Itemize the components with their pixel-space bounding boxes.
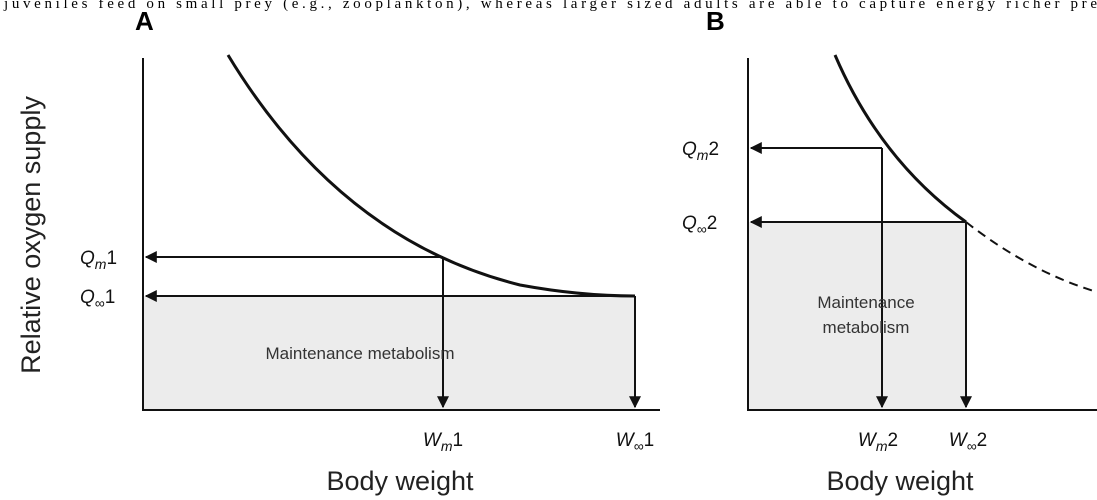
axes <box>747 58 1097 411</box>
curve <box>226 54 636 298</box>
curve-extension <box>965 221 1097 293</box>
w-label: W∞2 <box>949 430 988 454</box>
axes <box>142 58 660 411</box>
annotation: Maintenance <box>817 293 914 312</box>
curve <box>833 54 967 224</box>
q-label: Qm1 <box>80 248 117 272</box>
panel-label: A <box>135 6 154 36</box>
caption-fragment: juveniles feed on small prey (e.g., zoop… <box>3 0 1097 12</box>
annotation: metabolism <box>823 318 910 337</box>
panel-label: B <box>706 6 725 36</box>
shaded-area <box>749 222 966 410</box>
shaded-area <box>144 296 635 410</box>
q-label: Q∞1 <box>80 287 115 311</box>
q-label: Qm2 <box>682 139 719 163</box>
x-axis-label: Body weight <box>326 466 474 496</box>
w-label: W∞1 <box>616 430 655 454</box>
w-label: Wm2 <box>858 430 898 454</box>
y-axis-label: Relative oxygen supply <box>16 96 46 374</box>
w-label: Wm1 <box>423 430 463 454</box>
q-label: Q∞2 <box>682 213 717 237</box>
x-axis-label: Body weight <box>826 466 974 496</box>
annotation: Maintenance metabolism <box>266 344 455 363</box>
